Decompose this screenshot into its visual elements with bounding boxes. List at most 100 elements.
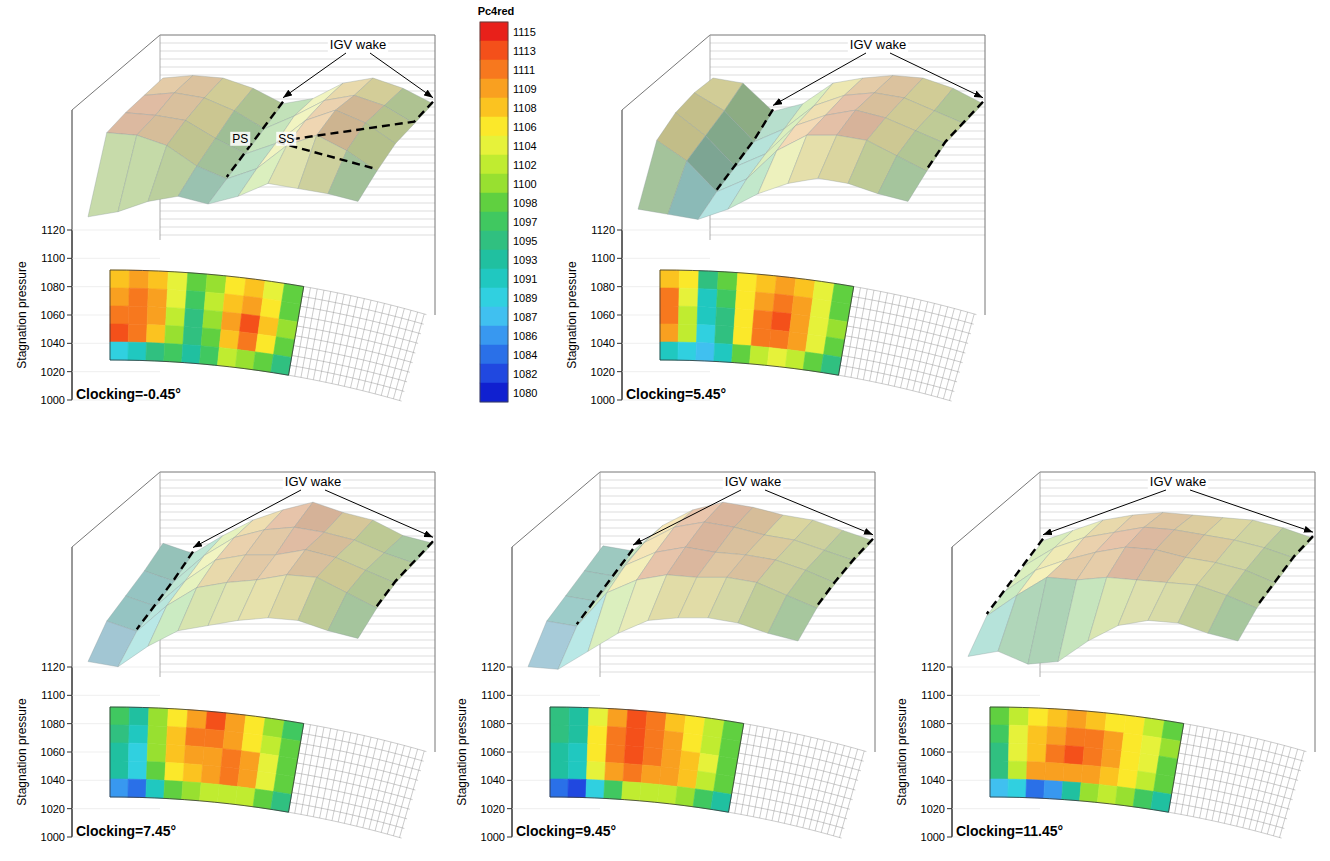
contour-cell — [767, 348, 787, 368]
contour-cell — [240, 314, 261, 334]
z-tick — [67, 723, 72, 724]
contour-cell — [148, 289, 168, 308]
mesh-line — [351, 737, 372, 825]
contour-cell — [110, 270, 129, 288]
contour-cell — [244, 715, 265, 735]
contour-cell — [1027, 744, 1046, 763]
mesh-line — [1180, 743, 1301, 771]
z-tick — [507, 723, 512, 724]
box-edge — [72, 35, 435, 400]
wall-line — [160, 496, 435, 497]
box-frame — [512, 472, 875, 837]
mesh-line — [369, 742, 391, 829]
box-edge — [72, 547, 73, 837]
mesh-line — [863, 291, 880, 379]
contour-cell — [714, 774, 735, 795]
z-tick-label: 1080 — [921, 718, 945, 730]
colorbar-tick-label: 1080 — [513, 387, 537, 399]
annotation: PS — [232, 132, 248, 146]
wall-line — [1040, 664, 1315, 665]
z-tick — [947, 808, 952, 809]
contour-cell — [607, 726, 627, 745]
colorbar-band — [480, 307, 508, 326]
contour-cell — [624, 746, 644, 765]
contour-cell — [110, 761, 129, 779]
mesh-line — [901, 300, 922, 388]
mesh-line — [735, 773, 852, 800]
figure: Pc4red1115111311111109110811061104110211… — [0, 0, 1330, 861]
z-grid-line — [72, 695, 160, 696]
annotation-arrow — [283, 53, 346, 98]
z-tick-label: 1000 — [921, 831, 945, 843]
annotation-arrow — [193, 490, 301, 548]
z-tick — [67, 343, 72, 344]
z-tick-label: 1040 — [481, 774, 505, 786]
contour-cell — [665, 713, 686, 733]
contour-cell — [569, 707, 589, 725]
contour-cell — [255, 771, 276, 791]
colorbar-tick-label: 1091 — [513, 273, 537, 285]
contour-cell — [1103, 731, 1124, 751]
contour-cell — [550, 743, 569, 761]
z-tick-label: 1020 — [41, 803, 65, 815]
mesh-line — [294, 346, 410, 373]
colorbar-band — [480, 364, 508, 383]
wall-line — [710, 75, 985, 76]
contour-cell — [734, 309, 754, 328]
mesh-line — [913, 303, 935, 390]
wall-line — [710, 43, 985, 44]
mesh-line — [744, 724, 867, 752]
mesh-line — [742, 733, 864, 761]
contour-cell — [110, 779, 128, 797]
mesh-line — [840, 365, 954, 391]
z-tick — [947, 752, 952, 753]
contour-cell — [550, 707, 569, 725]
contour-cell — [698, 271, 718, 290]
panel: 1000102010401060108011001120Stagnation p… — [565, 35, 985, 406]
contour-cell — [722, 720, 744, 741]
colorbar-band — [480, 60, 508, 79]
contour-cell — [810, 298, 831, 319]
mesh-line — [950, 314, 975, 401]
z-tick — [947, 780, 952, 781]
contour-cell — [128, 324, 147, 342]
contour-cell — [1083, 747, 1103, 767]
wake-line — [1257, 536, 1313, 606]
contour-cell — [773, 294, 794, 314]
contour-cell — [253, 352, 273, 372]
contour-cell — [1122, 733, 1143, 753]
colorbar-band — [480, 288, 508, 307]
z-tick — [507, 837, 512, 838]
contour-cell — [625, 728, 645, 747]
colorbar-tick-label: 1089 — [513, 292, 537, 304]
contour-cell — [569, 725, 588, 743]
mesh-line — [732, 793, 847, 819]
panel-title: Clocking=5.45° — [626, 386, 726, 402]
colorbar-tick-label: 1115 — [513, 26, 536, 38]
wall-line — [160, 664, 435, 665]
contour-cell — [129, 743, 148, 761]
contour-cell — [260, 735, 281, 756]
contour-cell — [164, 343, 183, 362]
wake-line — [377, 541, 433, 606]
z-tick — [617, 315, 622, 316]
mesh-line — [943, 312, 967, 399]
contour-cell — [775, 276, 796, 296]
wall-line — [710, 59, 985, 60]
contour-cell — [787, 332, 808, 352]
mesh-line — [393, 749, 417, 836]
colorbar-tick-label: 1084 — [513, 349, 537, 361]
panel: 1000102010401060108011001120Stagnation p… — [15, 472, 435, 843]
panel-title: Clocking=11.45° — [956, 823, 1063, 839]
contour-cell — [698, 753, 719, 774]
mesh-line — [737, 763, 855, 790]
label-patch — [328, 36, 388, 53]
mesh-line — [1174, 783, 1290, 810]
mesh-line — [302, 296, 424, 324]
z-tick-label: 1120 — [921, 661, 945, 673]
contour-cell — [187, 273, 208, 292]
z-tick — [67, 808, 72, 809]
mesh-line — [307, 727, 324, 815]
contour-cell — [821, 355, 842, 376]
contour-cell — [1009, 725, 1028, 743]
